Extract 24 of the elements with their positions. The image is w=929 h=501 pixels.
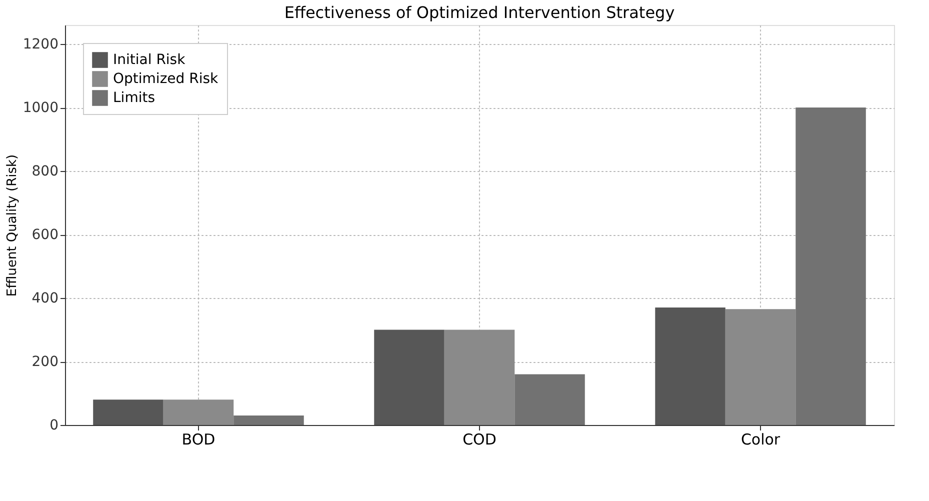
bar [514,374,585,425]
legend-label: Limits [113,90,155,106]
y-tick-label: 1200 [22,36,58,53]
y-tick-label: 0 [50,418,58,434]
x-tick-label: COD [462,430,496,448]
bar [725,309,796,425]
bar [234,415,304,425]
legend-label: Optimized Risk [113,71,220,87]
y-tick-label: 400 [32,290,58,307]
y-tick-label: 200 [32,354,58,370]
legend-label: Initial Risk [113,52,186,68]
y-tick-label: 600 [32,227,58,244]
bar [655,308,726,425]
chart-title: Effectiveness of Optimized Intervention Strategy [284,3,675,22]
x-tick-label: Color [740,430,781,448]
y-tick-label: 800 [32,164,58,180]
y-tick-label: 1000 [22,100,58,116]
bar [93,400,164,425]
bar [796,108,866,425]
y-axis-title: Effluent Quality (Risk) [4,154,20,297]
x-tick-label: BOD [182,430,216,448]
bar [444,330,515,425]
bar [163,400,234,425]
bar [374,330,444,425]
